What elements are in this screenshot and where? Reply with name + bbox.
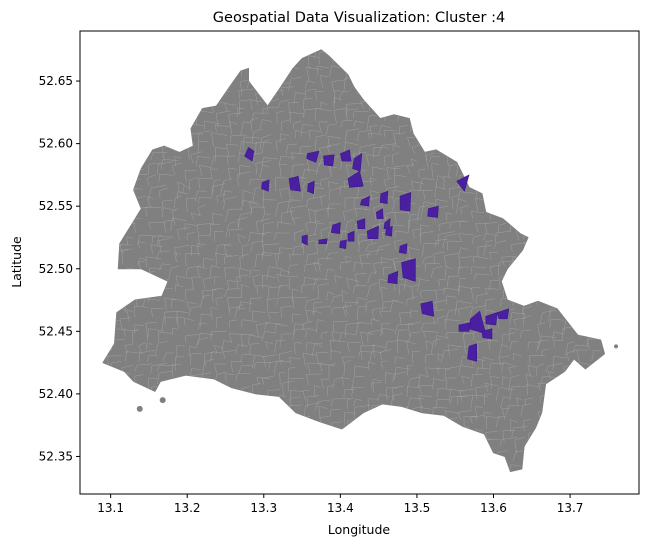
x-tick-label: 13.6 xyxy=(480,501,507,515)
highlighted-district xyxy=(399,191,412,212)
y-axis-label: Latitude xyxy=(9,236,24,288)
highlighted-district xyxy=(385,225,393,237)
y-tick-label: 52.45 xyxy=(39,324,73,338)
highlighted-district xyxy=(401,258,416,282)
highlighted-district xyxy=(244,146,255,162)
highlighted-district xyxy=(481,328,493,340)
highlighted-district xyxy=(352,153,363,172)
y-axis: 52.35 52.40 52.45 52.50 52.55 52.60 52.65 xyxy=(39,74,80,463)
region-fragment xyxy=(159,397,166,404)
y-tick-label: 52.50 xyxy=(39,262,73,276)
x-tick-label: 13.2 xyxy=(174,501,201,515)
highlighted-district xyxy=(387,270,399,285)
y-tick-label: 52.60 xyxy=(39,137,73,151)
highlighted-district xyxy=(420,300,435,317)
highlighted-district xyxy=(366,225,379,239)
plot-area xyxy=(102,49,619,473)
x-axis-label: Longitude xyxy=(328,522,390,537)
region-fragment xyxy=(136,405,143,412)
map-layer xyxy=(102,49,619,473)
chart-title: Geospatial Data Visualization: Cluster :… xyxy=(213,10,505,26)
highlighted-district xyxy=(318,238,328,244)
highlighted-district xyxy=(356,218,366,229)
x-tick-label: 13.4 xyxy=(327,501,354,515)
highlighted-district xyxy=(467,343,477,362)
axes-frame xyxy=(79,30,640,495)
highlighted-district xyxy=(379,190,389,205)
highlighted-district xyxy=(427,205,439,218)
y-tick-label: 52.35 xyxy=(39,449,73,463)
highlighted-district xyxy=(359,195,370,207)
y-tick-label: 52.65 xyxy=(39,74,73,88)
highlighted-district xyxy=(485,312,498,326)
y-tick-label: 52.55 xyxy=(39,199,73,213)
highlighted-district xyxy=(323,154,335,167)
y-tick-label: 52.40 xyxy=(39,387,73,401)
highlighted-district xyxy=(398,243,408,255)
highlighted-district xyxy=(347,170,364,188)
x-tick-label: 13.7 xyxy=(557,501,584,515)
x-axis: 13.1 13.2 13.3 13.4 13.5 13.6 13.7 xyxy=(97,494,583,515)
highlight-layer xyxy=(244,146,510,362)
highlighted-district xyxy=(456,174,470,192)
region-fragment xyxy=(614,344,619,349)
highlighted-district xyxy=(339,239,347,250)
highlighted-district xyxy=(347,230,355,242)
highlighted-district xyxy=(307,180,315,195)
highlighted-district xyxy=(306,150,320,163)
highlighted-district xyxy=(340,149,352,162)
highlighted-district xyxy=(288,175,301,192)
x-tick-label: 13.5 xyxy=(404,501,431,515)
highlighted-district xyxy=(330,222,341,235)
city-region xyxy=(102,49,606,473)
highlighted-district xyxy=(496,308,510,320)
highlighted-district xyxy=(375,208,384,219)
x-tick-label: 13.3 xyxy=(250,501,277,515)
highlighted-district xyxy=(301,234,308,246)
highlighted-district xyxy=(261,179,270,192)
highlighted-district xyxy=(458,322,471,332)
x-tick-label: 13.1 xyxy=(97,501,124,515)
